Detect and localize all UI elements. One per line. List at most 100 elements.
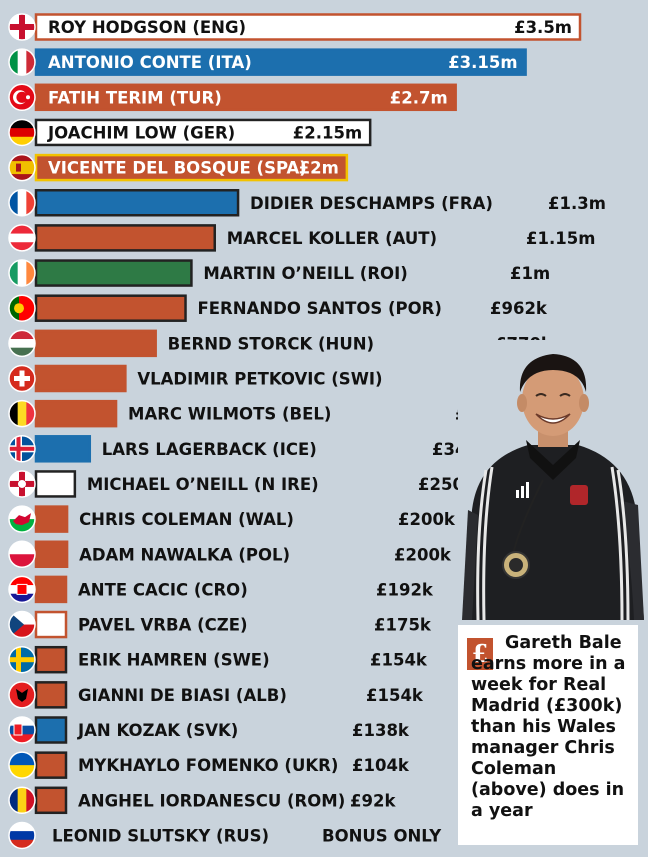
coach-name-label: BERND STORCK (HUN): [168, 334, 374, 353]
czech-flag-icon: [8, 610, 36, 639]
ukraine-flag-icon: [8, 751, 36, 779]
salary-bar: [34, 610, 68, 639]
salary-bar: [34, 224, 216, 252]
coach-name-label: DIDIER DESCHAMPS (FRA): [250, 194, 493, 213]
coach-name-label: ANTE CACIC (CRO): [78, 580, 248, 599]
bar-row: ERIK HAMREN (SWE) £154k: [8, 645, 428, 674]
bar-row: CHRIS COLEMAN (WAL) £200k: [8, 505, 456, 533]
salary-bar: [34, 399, 118, 428]
salary-value-label: £3.15m: [448, 53, 517, 72]
coach-name-label: MYKHAYLO FOMENKO (UKR): [78, 756, 338, 775]
manager-photo: [458, 340, 648, 620]
salary-value-label: £2.15m: [293, 123, 362, 142]
salary-value-label: £92k: [350, 791, 396, 810]
coach-name-label: MARCEL KOLLER (AUT): [227, 229, 437, 248]
iceland-flag-icon: [8, 435, 36, 463]
bar-row: ANTE CACIC (CRO) £192k: [8, 575, 434, 604]
bar-row: MYKHAYLO FOMENKO (UKR) £104k: [8, 751, 410, 779]
salary-bar: [34, 259, 193, 287]
salary-bar: [34, 153, 349, 182]
salary-bar: [34, 645, 68, 674]
coach-name-label: ERIK HAMREN (SWE): [78, 651, 270, 670]
bar-row: ROY HODGSON (ENG) £3.5m: [8, 13, 582, 41]
bar-row: JOACHIM LOW (GER) £2.15m: [8, 118, 372, 147]
salary-value-label: £154k: [370, 651, 428, 670]
ireland-flag-icon: [8, 259, 36, 287]
coach-name-label: FERNANDO SANTOS (POR): [198, 299, 442, 318]
bar-row: DIDIER DESCHAMPS (FRA) £1.3m: [8, 189, 606, 217]
coach-name-label: ADAM NAWALKA (POL): [79, 545, 290, 564]
bar-row: MARCEL KOLLER (AUT) £1.15m: [8, 224, 595, 252]
poland-flag-icon: [8, 540, 36, 568]
salary-bar: [34, 294, 187, 322]
bar-row: MARTIN O’NEILL (ROI) £1m: [8, 259, 550, 287]
salary-value-label: £175k: [374, 616, 432, 635]
salary-bar: [34, 189, 240, 217]
coach-name-label: VICENTE DEL BOSQUE (SPA): [48, 159, 307, 178]
salary-value-label: £138k: [352, 721, 410, 740]
bar-row: ANTONIO CONTE (ITA) £3.15m: [8, 48, 527, 76]
england-flag-icon: [8, 13, 36, 41]
bar-row: MARC WILMOTS (BEL)£515k: [8, 399, 513, 428]
bar-row: VLADIMIR PETKOVIC (SWI)£575k: [8, 364, 528, 393]
coach-name-label: MARTIN O’NEILL (ROI): [203, 264, 407, 283]
salary-bar: [34, 751, 68, 779]
salary-bar: [34, 470, 77, 498]
coach-name-label: GIANNI DE BIASI (ALB): [78, 686, 287, 705]
salary-bar: [34, 435, 92, 463]
coach-name-label: FATIH TERIM (TUR): [48, 88, 222, 107]
croatia-flag-icon: [8, 575, 36, 604]
russia-flag-icon: [8, 821, 36, 850]
salary-bar: [34, 13, 582, 41]
switzerland-flag-icon: [8, 364, 36, 393]
bar-row: LEONID SLUTSKY (RUS) BONUS ONLY: [8, 821, 442, 850]
bar-row: VICENTE DEL BOSQUE (SPA)£2m: [8, 153, 349, 182]
coach-name-label: MARC WILMOTS (BEL): [128, 405, 331, 424]
coach-name-label: JOACHIM LOW (GER): [47, 123, 235, 142]
northern-ireland-flag-icon: [8, 470, 36, 498]
romania-flag-icon: [8, 786, 36, 815]
italy-flag-icon: [8, 48, 36, 76]
hungary-flag-icon: [8, 329, 36, 358]
salary-value-label: £2.7m: [390, 88, 448, 107]
coach-name-label: ROY HODGSON (ENG): [48, 18, 246, 37]
slovakia-flag-icon: [8, 716, 36, 744]
salary-bar: [34, 575, 68, 604]
salary-value-label: £3.5m: [514, 18, 572, 37]
salary-bar: [34, 48, 527, 76]
coach-name-label: ANGHEL IORDANESCU (ROM): [78, 791, 345, 810]
salary-value-label: £154k: [366, 686, 424, 705]
coach-name-label: CHRIS COLEMAN (WAL): [79, 510, 294, 529]
wales-flag-icon: [8, 505, 36, 533]
salary-bar: [34, 83, 457, 112]
bar-row: GIANNI DE BIASI (ALB) £154k: [8, 681, 424, 709]
pound-badge-icon: £: [467, 638, 493, 670]
salary-bar: [34, 505, 69, 533]
salary-value-label: £200k: [398, 510, 456, 529]
bar-row: PAVEL VRBA (CZE) £175k: [8, 610, 432, 639]
salary-value-label: £192k: [376, 580, 434, 599]
salary-bar: [34, 540, 69, 568]
salary-bar: [34, 681, 68, 709]
salary-value-label: £1.3m: [548, 194, 606, 213]
bale-callout-box: £ Gareth Bale earns more in a week for R…: [458, 625, 638, 845]
bar-row: ADAM NAWALKA (POL) £200k: [8, 540, 452, 568]
coach-name-label: ANTONIO CONTE (ITA): [48, 53, 252, 72]
belgium-flag-icon: [8, 399, 36, 428]
callout-text: Gareth Bale earns more in a week for Rea…: [471, 633, 626, 821]
albania-flag-icon: [8, 681, 36, 709]
salary-value-label: £962k: [490, 299, 548, 318]
salary-bar: [34, 786, 68, 815]
coach-name-label: VLADIMIR PETKOVIC (SWI): [137, 370, 382, 389]
sweden-flag-icon: [8, 645, 36, 674]
germany-flag-icon: [8, 118, 36, 147]
coach-name-label: LARS LAGERBACK (ICE): [102, 440, 317, 459]
salary-bar: [34, 364, 127, 393]
salary-bar: [34, 118, 372, 147]
bar-row: MICHAEL O’NEILL (N IRE) £250k: [8, 470, 476, 498]
turkey-flag-icon: [8, 83, 36, 112]
portugal-flag-icon: [8, 294, 36, 322]
bar-row: JAN KOZAK (SVK) £138k: [8, 716, 410, 744]
spain-flag-icon: [8, 153, 36, 182]
